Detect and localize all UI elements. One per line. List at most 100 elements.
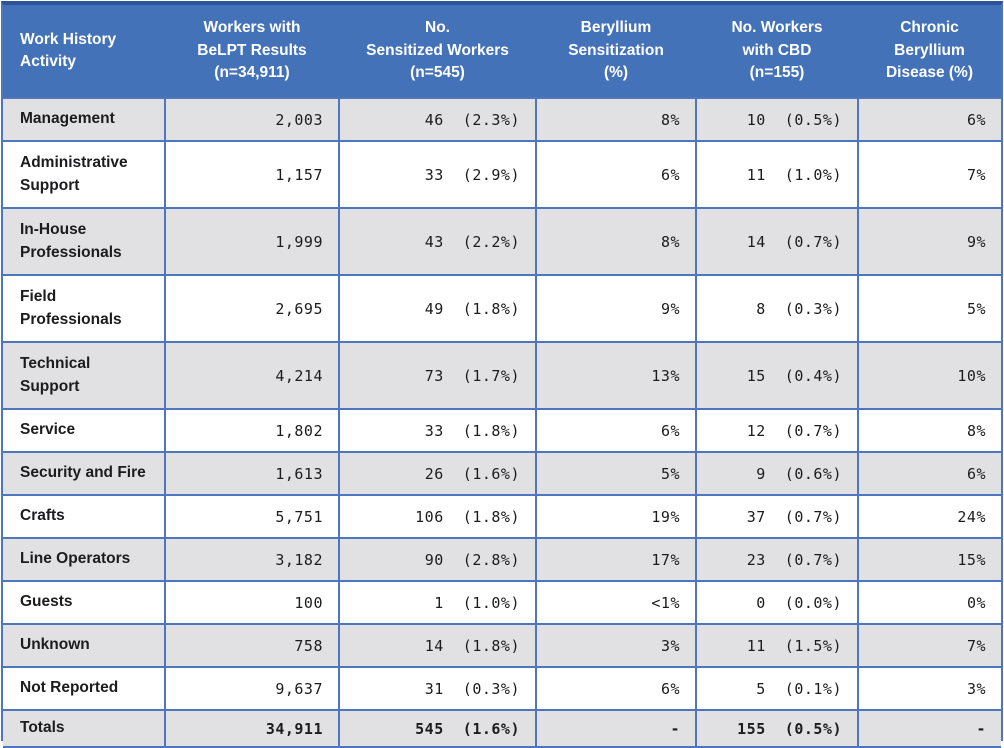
cell-sensitized: 73 (1.7%) [338,341,537,410]
table-row-in-house-professionals: In-House Professionals 1,999 43 (2.2%) 8… [3,207,1001,276]
cell-cbd: 8 (0.3%) [695,274,859,343]
work-history-beryllium-table: Work History Activity Workers with BeLPT… [3,5,1001,748]
cell-cbd: 0 (0.0%) [695,580,859,625]
table-row-administrative-support: Administrative Support 1,157 33 (2.9%) 6… [3,140,1001,209]
cell-activity: Not Reported [3,666,166,711]
table-row-not-reported: Not Reported 9,637 31 (0.3%) 6% 5 (0.1%)… [3,666,1001,711]
cell-sensitization-pct: 8% [535,207,697,276]
cell-sensitized: 1 (1.0%) [338,580,537,625]
cell-sensitization-pct: 3% [535,623,697,668]
cell-cbd: 12 (0.7%) [695,408,859,453]
col-header-beryllium-sensitization-pct: Beryllium Sensitization (%) [536,5,696,99]
cell-belpt-workers: 2,695 [164,274,340,343]
cell-sensitized: 31 (0.3%) [338,666,537,711]
cell-cbd-pct: 7% [857,140,1001,209]
cell-cbd: 9 (0.6%) [695,451,859,496]
cell-belpt-workers: 5,751 [164,494,340,539]
cell-sensitization-pct: 6% [535,666,697,711]
cell-sensitized: 33 (1.8%) [338,408,537,453]
cell-cbd-pct: 15% [857,537,1001,582]
cell-sensitization-pct: 5% [535,451,697,496]
cell-belpt-workers: 3,182 [164,537,340,582]
cell-cbd: 155 (0.5%) [695,709,859,748]
cell-activity: Technical Support [3,341,166,410]
cell-cbd-pct: 7% [857,623,1001,668]
cell-sensitization-pct: - [535,709,697,748]
cell-cbd-pct: 10% [857,341,1001,410]
cell-cbd-pct: - [857,709,1001,748]
cell-cbd: 37 (0.7%) [695,494,859,539]
cell-activity: Unknown [3,623,166,668]
cell-sensitized: 33 (2.9%) [338,140,537,209]
table-row-line-operators: Line Operators 3,182 90 (2.8%) 17% 23 (0… [3,537,1001,582]
cell-cbd-pct: 5% [857,274,1001,343]
cell-cbd: 15 (0.4%) [695,341,859,410]
cell-activity: Crafts [3,494,166,539]
col-header-workers-belpt: Workers with BeLPT Results (n=34,911) [165,5,339,99]
cell-belpt-workers: 100 [164,580,340,625]
cell-cbd: 5 (0.1%) [695,666,859,711]
header-row: Work History Activity Workers with BeLPT… [3,5,1001,99]
cell-belpt-workers: 34,911 [164,709,340,748]
cell-activity: Line Operators [3,537,166,582]
cell-sensitized: 26 (1.6%) [338,451,537,496]
cell-sensitized: 46 (2.3%) [338,97,537,142]
cell-sensitized: 43 (2.2%) [338,207,537,276]
cell-sensitized: 106 (1.8%) [338,494,537,539]
table-row-guests: Guests 100 1 (1.0%) <1% 0 (0.0%) 0% [3,580,1001,625]
col-header-sensitized-workers: No. Sensitized Workers (n=545) [339,5,536,99]
cell-belpt-workers: 1,802 [164,408,340,453]
cell-sensitization-pct: 8% [535,97,697,142]
cell-sensitized: 90 (2.8%) [338,537,537,582]
cell-cbd-pct: 3% [857,666,1001,711]
col-header-workers-cbd: No. Workers with CBD (n=155) [696,5,858,99]
cell-sensitization-pct: <1% [535,580,697,625]
cell-belpt-workers: 2,003 [164,97,340,142]
cell-cbd-pct: 6% [857,451,1001,496]
cell-belpt-workers: 1,157 [164,140,340,209]
col-header-work-history-activity: Work History Activity [3,5,165,99]
cell-sensitization-pct: 6% [535,408,697,453]
cell-belpt-workers: 9,637 [164,666,340,711]
cell-belpt-workers: 1,613 [164,451,340,496]
cell-activity: Totals [3,709,166,748]
cell-sensitized: 14 (1.8%) [338,623,537,668]
cell-cbd: 14 (0.7%) [695,207,859,276]
cell-cbd-pct: 8% [857,408,1001,453]
cell-activity: Service [3,408,166,453]
cell-sensitization-pct: 19% [535,494,697,539]
cell-sensitization-pct: 13% [535,341,697,410]
cell-cbd: 23 (0.7%) [695,537,859,582]
cell-sensitized: 545 (1.6%) [338,709,537,748]
cell-cbd: 11 (1.5%) [695,623,859,668]
cell-activity: Security and Fire [3,451,166,496]
cell-activity: Management [3,97,166,142]
cell-belpt-workers: 4,214 [164,341,340,410]
table-row-security-and-fire: Security and Fire 1,613 26 (1.6%) 5% 9 (… [3,451,1001,496]
col-header-chronic-beryllium-disease-pct: Chronic Beryllium Disease (%) [858,5,1001,99]
table-row-field-professionals: Field Professionals 2,695 49 (1.8%) 9% 8… [3,274,1001,343]
cell-sensitized: 49 (1.8%) [338,274,537,343]
cell-cbd-pct: 0% [857,580,1001,625]
cell-activity: Field Professionals [3,274,166,343]
table-row-crafts: Crafts 5,751 106 (1.8%) 19% 37 (0.7%) 24… [3,494,1001,539]
table-row-management: Management 2,003 46 (2.3%) 8% 10 (0.5%) … [3,97,1001,142]
cell-cbd-pct: 9% [857,207,1001,276]
cell-activity: In-House Professionals [3,207,166,276]
table-row-service: Service 1,802 33 (1.8%) 6% 12 (0.7%) 8% [3,408,1001,453]
cell-cbd: 10 (0.5%) [695,97,859,142]
table-row-unknown: Unknown 758 14 (1.8%) 3% 11 (1.5%) 7% [3,623,1001,668]
cell-activity: Administrative Support [3,140,166,209]
cell-sensitization-pct: 17% [535,537,697,582]
table-row-technical-support: Technical Support 4,214 73 (1.7%) 13% 15… [3,341,1001,410]
cell-sensitization-pct: 9% [535,274,697,343]
cell-cbd-pct: 24% [857,494,1001,539]
cell-belpt-workers: 758 [164,623,340,668]
cell-belpt-workers: 1,999 [164,207,340,276]
cell-cbd-pct: 6% [857,97,1001,142]
cell-sensitization-pct: 6% [535,140,697,209]
cell-activity: Guests [3,580,166,625]
table-row-totals: Totals 34,911 545 (1.6%) - 155 (0.5%) - [3,709,1001,748]
